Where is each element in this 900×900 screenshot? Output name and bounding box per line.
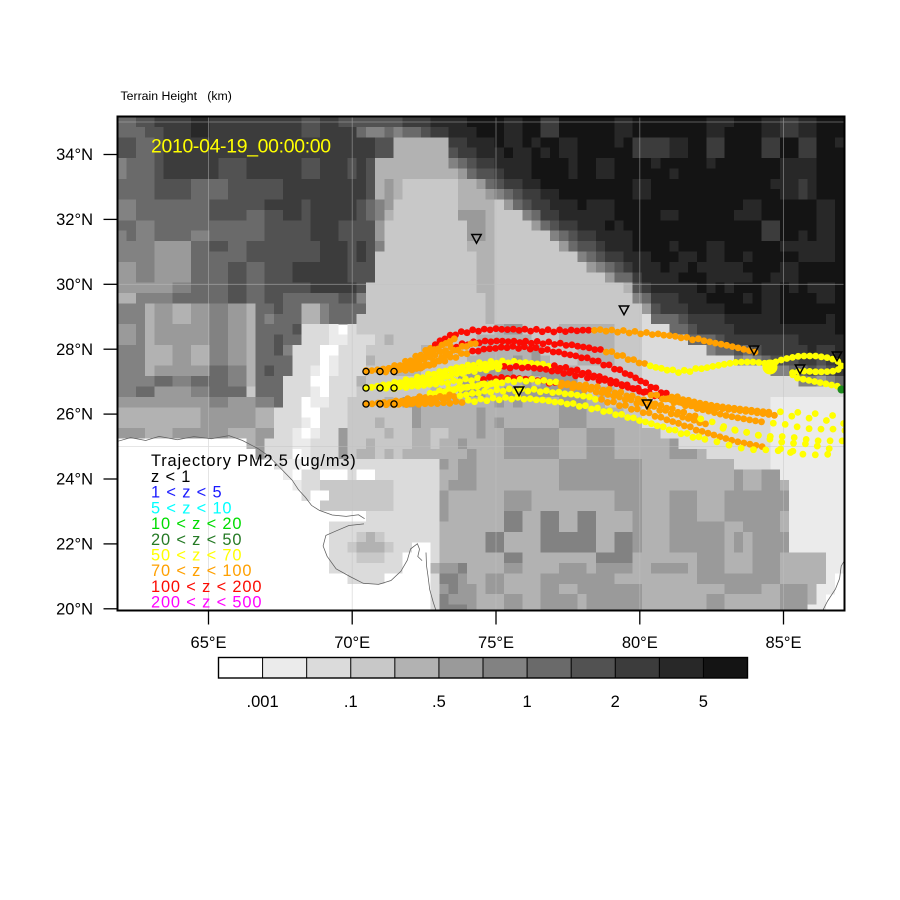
svg-text:80°E: 80°E <box>622 634 658 652</box>
svg-text:70°E: 70°E <box>334 634 370 652</box>
svg-text:22°N: 22°N <box>56 536 93 554</box>
svg-text:.5: .5 <box>432 693 446 711</box>
svg-text:Terrain Height (km): Terrain Height (km) <box>121 89 232 103</box>
svg-text:65°E: 65°E <box>191 634 227 652</box>
svg-text:200 < z < 500: 200 < z < 500 <box>151 594 262 612</box>
svg-text:2010-04-19_00:00:00: 2010-04-19_00:00:00 <box>151 136 331 158</box>
svg-text:10 < z < 20: 10 < z < 20 <box>151 515 242 533</box>
svg-text:32°N: 32°N <box>56 211 93 229</box>
svg-text:.1: .1 <box>344 693 358 711</box>
svg-text:z < 1: z < 1 <box>151 468 191 486</box>
svg-text:5: 5 <box>699 693 708 711</box>
svg-text:20°N: 20°N <box>56 600 93 618</box>
svg-text:1 < z < 5: 1 < z < 5 <box>151 484 222 502</box>
svg-text:28°N: 28°N <box>56 341 93 359</box>
svg-text:50 < z < 70: 50 < z < 70 <box>151 547 242 565</box>
svg-text:5 < z < 10: 5 < z < 10 <box>151 499 232 517</box>
svg-text:75°E: 75°E <box>478 634 514 652</box>
svg-text:34°N: 34°N <box>56 146 93 164</box>
svg-text:24°N: 24°N <box>56 471 93 489</box>
svg-text:.001: .001 <box>247 693 279 711</box>
svg-text:20 < z < 50: 20 < z < 50 <box>151 531 242 549</box>
svg-text:Trajectory PM2.5 (ug/m3): Trajectory PM2.5 (ug/m3) <box>151 452 357 470</box>
svg-text:1: 1 <box>523 693 532 711</box>
svg-text:70 < z < 100: 70 < z < 100 <box>151 562 252 580</box>
svg-text:85°E: 85°E <box>766 634 802 652</box>
svg-text:30°N: 30°N <box>56 276 93 294</box>
svg-text:26°N: 26°N <box>56 406 93 424</box>
svg-text:2: 2 <box>611 693 620 711</box>
svg-text:100 < z < 200: 100 < z < 200 <box>151 578 262 596</box>
